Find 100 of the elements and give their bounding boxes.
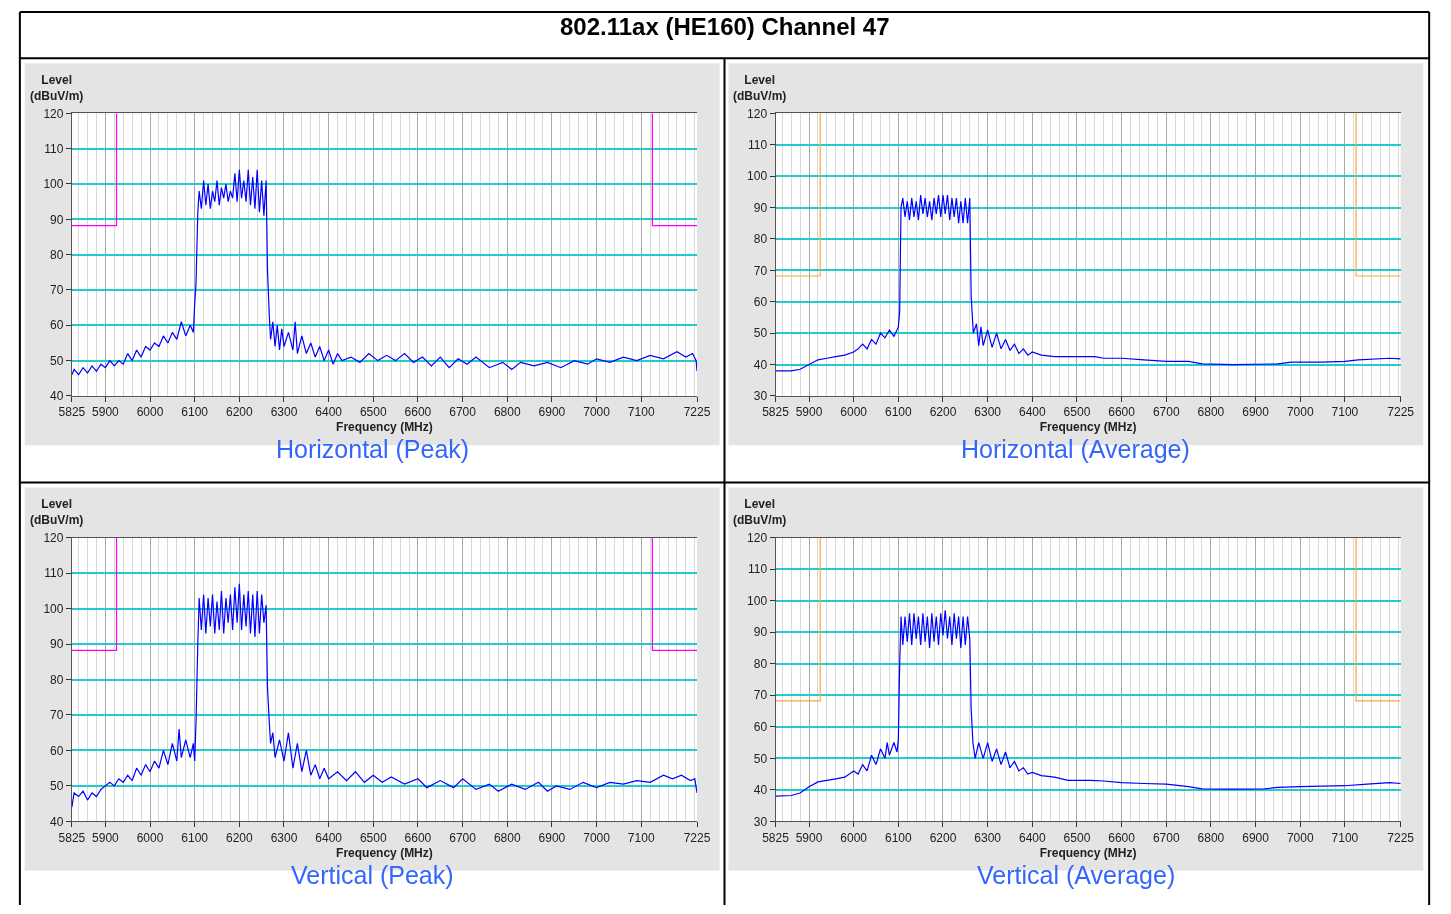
x-tick-label: 6300 [270,830,298,845]
y-axis-title: Level (dBuV/m) [733,73,787,103]
y-axis-title: Level (dBuV/m) [733,497,787,527]
x-tick-label: 6700 [1152,830,1180,845]
x-tick-label: 6800 [493,830,521,845]
x-tick-label: 7000 [1286,405,1314,420]
y-tick-label: 60 [753,720,768,734]
x-tick-label: 7100 [627,405,655,420]
x-tick-label: 6300 [270,405,298,420]
x-tick-label: 5900 [795,830,823,845]
y-tick-label: 110 [44,141,64,156]
y-tick-label: 100 [43,601,64,616]
x-tick-label: 6500 [359,830,387,845]
y-tick-label: 50 [753,326,768,341]
x-tick-label: 7225 [683,405,711,420]
x-tick-label: 6700 [449,830,477,845]
y-tick-label: 80 [753,232,768,247]
x-tick-label: 6000 [136,830,164,845]
x-tick-label: 5825 [762,405,790,420]
x-tick-label: 6800 [1197,405,1225,420]
x-tick-label: 6400 [1018,830,1046,845]
y-tick-label: 60 [753,294,768,309]
x-tick-label: 6700 [449,405,477,420]
y-tick-label: 60 [50,318,64,333]
x-tick-label: 7000 [1286,830,1314,845]
y-tick-label: 70 [50,708,64,723]
x-tick-label: 7100 [1331,405,1359,420]
y-tick-label: 110 [748,562,768,577]
line-series [775,194,1401,372]
x-tick-label: 7100 [1331,830,1359,845]
x-tick-label: 7000 [583,830,611,845]
x-tick-label: 5825 [58,830,86,845]
x-tick-label: 6800 [1197,830,1225,845]
x-tick-label: 6800 [493,405,521,420]
x-tick-label: 6200 [929,830,957,845]
x-tick-label: 6100 [884,830,913,845]
y-tick-label: 50 [753,751,768,766]
x-tick-label: 5900 [92,405,120,420]
x-tick-label: 6000 [136,405,164,420]
y-tick-label: 70 [753,688,768,703]
y-tick-label: 80 [50,247,64,262]
line-series [71,169,698,376]
x-tick-label: 6600 [1108,830,1136,845]
x-tick-label: 7225 [1387,830,1415,845]
text: 802.11ax (HE160) Channel 47 [560,13,890,40]
x-tick-label: 7225 [1387,405,1415,420]
x-tick-label: 7000 [583,405,611,420]
x-tick-label: 6300 [974,405,1002,420]
x-tick-label: 6100 [884,405,913,420]
x-tick-label: 6200 [225,830,253,845]
y-axis-title: Level (dBuV/m) [30,497,84,527]
y-tick-label: 110 [748,137,768,152]
y-tick-label: 90 [50,637,64,652]
y-tick-label: 120 [747,106,768,121]
x-tick-label: 6600 [404,405,432,420]
text: Vertical (Peak) [291,861,454,889]
x-tick-label: 6900 [538,830,566,845]
y-tick-label: 120 [747,530,768,545]
x-tick-label: 6400 [315,405,343,420]
y-tick-label: 70 [50,283,64,298]
x-tick-label: 6500 [1063,830,1091,845]
x-tick-label: 5900 [92,830,120,845]
y-axis-title: Level (dBuV/m) [30,73,84,103]
x-tick-label: 6900 [1242,830,1270,845]
x-tick-label: 6400 [315,830,343,845]
x-tick-label: 6300 [974,830,1002,845]
y-tick-label: 90 [753,625,768,640]
x-tick-label: 6500 [359,405,387,420]
x-tick-label: 6600 [1108,405,1136,420]
y-tick-label: 90 [50,212,64,227]
y-tick-label: 110 [44,566,64,581]
y-tick-label: 60 [50,743,64,758]
y-tick-label: 40 [753,783,768,798]
x-tick-label: 6400 [1018,405,1046,420]
y-tick-label: 40 [753,357,768,372]
x-tick-label: 6600 [404,830,432,845]
x-tick-label: 5900 [795,405,823,420]
x-axis-title: Frequency (MHz) [1039,420,1137,435]
y-tick-label: 90 [753,200,768,215]
x-tick-label: 6200 [929,405,957,420]
text: Horizontal (Peak) [276,435,470,463]
text: Vertical (Average) [977,861,1176,889]
y-tick-label: 100 [747,169,768,184]
x-tick-label: 6900 [1242,405,1270,420]
x-tick-label: 7100 [627,830,655,845]
x-tick-label: 7225 [683,830,711,845]
x-tick-label: 6100 [181,405,209,420]
y-tick-label: 100 [747,593,768,608]
line-series [775,609,1401,797]
y-tick-label: 40 [50,389,64,404]
x-tick-label: 6000 [840,405,868,420]
x-tick-label: 6100 [181,830,209,845]
line-series [71,583,698,808]
x-axis-title: Frequency (MHz) [336,845,433,860]
x-tick-label: 5825 [58,405,86,420]
x-tick-label: 6500 [1063,405,1091,420]
y-tick-label: 30 [753,389,768,404]
x-tick-label: 6200 [225,405,253,420]
x-axis-title: Frequency (MHz) [1039,845,1137,860]
x-tick-label: 6900 [538,405,566,420]
